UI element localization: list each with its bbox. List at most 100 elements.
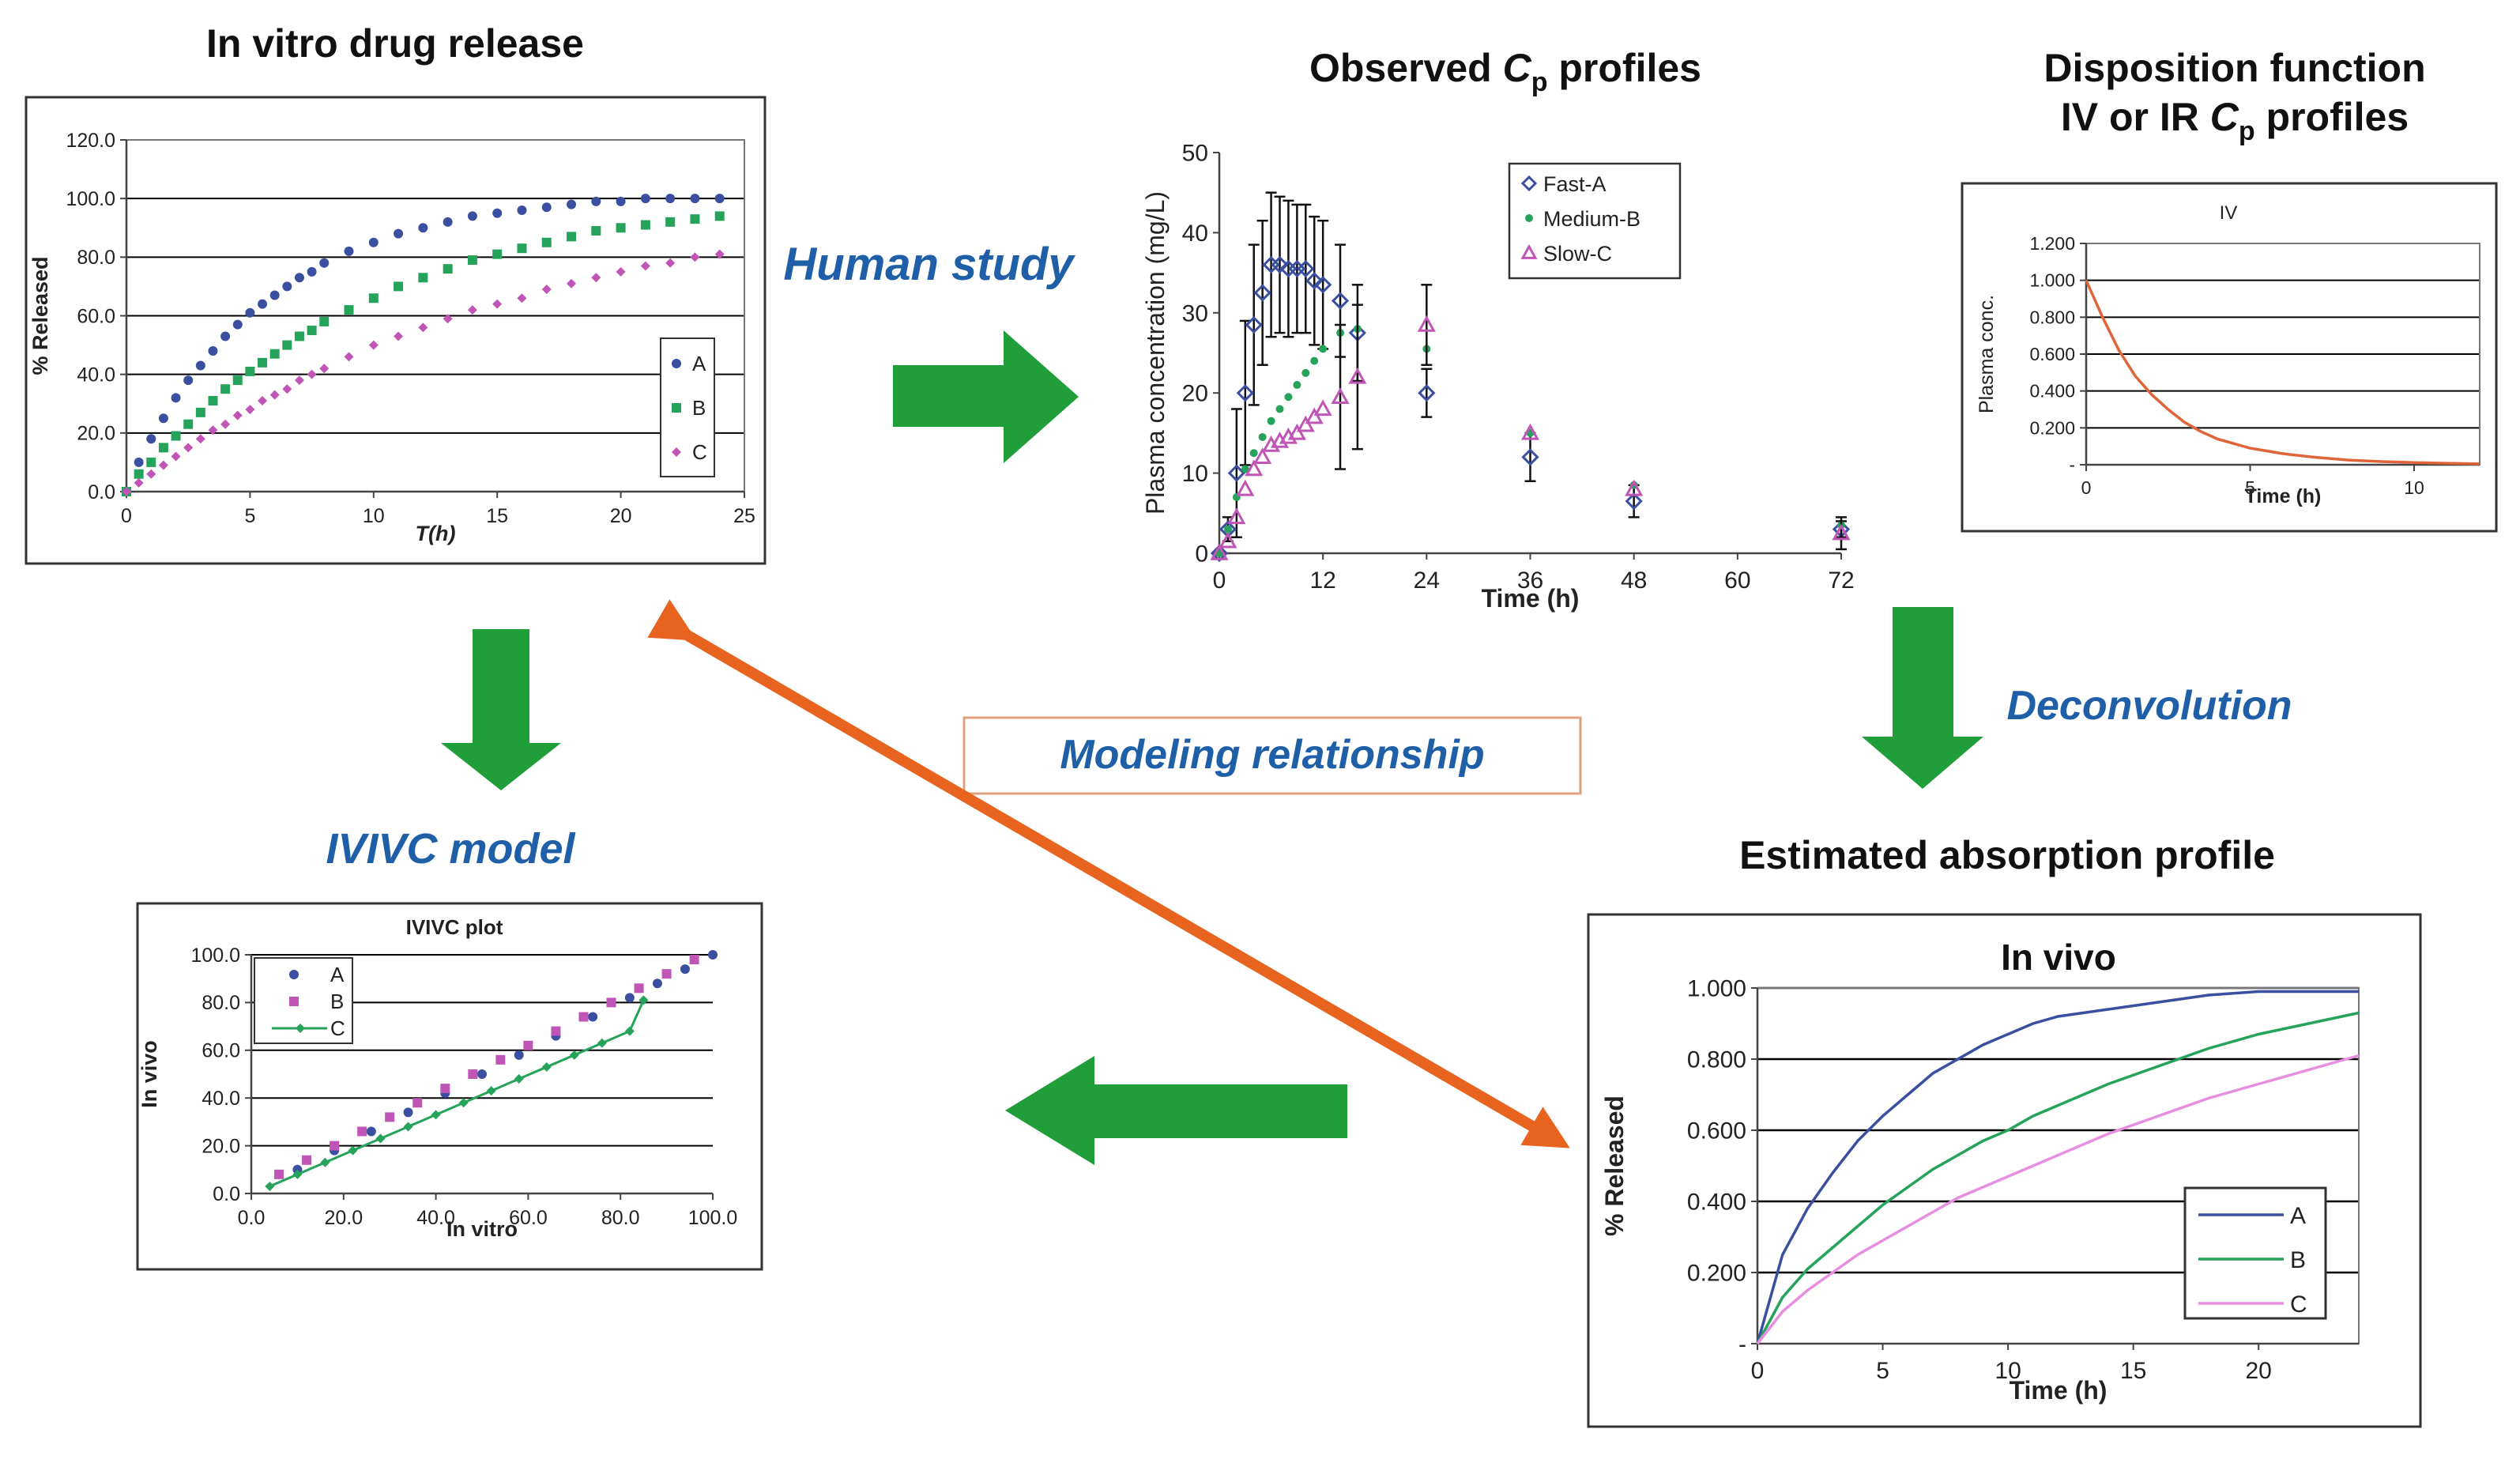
invitro-point-C: [368, 340, 379, 350]
ivivc-point-C: [375, 1133, 386, 1144]
observed-x-tick-label: 72: [1828, 567, 1854, 594]
absorption-y-tick-label: -: [1738, 1332, 1746, 1358]
observed-point-Medium-B: [1223, 525, 1232, 534]
invitro-point-C: [319, 364, 330, 374]
invitro-title: In vitro drug release: [206, 21, 584, 66]
observed-point-Slow-C: [1305, 407, 1324, 424]
invitro-point-A: [443, 217, 453, 227]
modeling-label: Modeling relationship: [1060, 732, 1484, 778]
invitro-point-A: [690, 194, 700, 204]
arrow-right-green: [893, 330, 1079, 463]
invitro-y-axis-label: % Released: [28, 256, 52, 375]
invitro-point-A: [282, 281, 292, 292]
absorption-legend-label-B: B: [2290, 1247, 2306, 1273]
invitro-point-C: [232, 410, 243, 420]
observed-point-Fast-A: [1331, 292, 1350, 310]
invitro-point-B: [418, 273, 428, 283]
absorption-curve-B: [1756, 1011, 2360, 1344]
observed-point-Slow-C: [1253, 447, 1272, 465]
absorption-y-axis-label: % Released: [1600, 1095, 1629, 1236]
ivivc-point-C: [431, 1110, 441, 1120]
observed-title-post: profiles: [1547, 46, 1701, 90]
observed-point-Fast-A: [1271, 255, 1289, 274]
invitro-y-tick-label: 0.0: [88, 481, 115, 503]
observed-point-Fast-A: [1245, 315, 1263, 334]
observed-point-Slow-C: [1520, 423, 1540, 440]
observed-legend-marker-Slow-C: [1520, 243, 1538, 259]
invitro-point-C: [122, 487, 131, 496]
disposition-y-axis-label: Plasma conc.: [1976, 295, 1998, 413]
invitro-point-A: [541, 202, 552, 213]
ivivc-point-A: [652, 978, 662, 989]
ivivc-point-B: [634, 983, 644, 994]
ivivc-point-C: [514, 1074, 524, 1084]
ivivc-point-A: [477, 1069, 487, 1079]
observed-point-Medium-B: [1258, 432, 1267, 441]
observed-point-Slow-C: [1227, 507, 1246, 525]
invitro-point-A: [269, 290, 280, 300]
observed-point-Slow-C: [1348, 367, 1367, 384]
ivivc-point-B: [661, 969, 672, 979]
absorption-x-tick-label: 5: [1876, 1358, 1889, 1384]
invitro-point-B: [171, 431, 181, 441]
observed-x-tick-label: 24: [1414, 567, 1440, 594]
ivivc-legend-label-B: B: [330, 990, 344, 1013]
observed-y-tick-label: 20: [1182, 381, 1208, 407]
observed-point-Medium-B: [1301, 368, 1310, 377]
invitro-point-B: [282, 340, 292, 350]
invitro-point-A: [418, 223, 428, 233]
invitro-point-C: [183, 443, 194, 453]
invitro-point-A: [394, 228, 404, 239]
invitro-y-tick-label: 60.0: [77, 305, 115, 327]
invitro-point-A: [183, 375, 194, 386]
ivivc-point-A: [403, 1107, 413, 1118]
invitro-point-C: [665, 258, 676, 268]
invitro-point-A: [220, 331, 231, 341]
invitro-point-A: [195, 360, 205, 371]
observed-chart: 0 10 20 30 40 50 0 12 24 36 48 60 72 Time (h) Plasma c…: [1141, 141, 1855, 613]
observed-title-pre: Observed: [1309, 46, 1503, 90]
absorption-legend-label-A: A: [2290, 1203, 2306, 1229]
invitro-x-tick-label: 20: [610, 505, 632, 527]
observed-point-Slow-C: [1296, 415, 1315, 432]
ivivc-point-A: [292, 1164, 303, 1175]
invitro-point-B: [183, 419, 194, 429]
ivivc-legend-marker-B: [289, 997, 299, 1006]
observed-point-Slow-C: [1331, 387, 1350, 404]
observed-point-Slow-C: [1313, 399, 1332, 417]
observed-legend: [1508, 162, 1682, 280]
ivivc-point-B: [385, 1112, 395, 1122]
disposition-y-tick-label: 0.400: [2029, 381, 2075, 402]
ivivc-point-A: [514, 1050, 524, 1060]
ivivc-legend-label-C: C: [330, 1016, 345, 1040]
invitro-point-A: [665, 194, 676, 204]
ivivc-point-A: [624, 993, 635, 1003]
invitro-point-C: [208, 425, 218, 436]
arrow-down-left-green: [441, 629, 561, 790]
invitro-point-A: [208, 346, 218, 356]
invitro-point-B: [220, 384, 231, 394]
ivivc-y-tick-label: 40.0: [202, 1088, 240, 1110]
ivivc-legend-marker-A: [289, 970, 299, 979]
absorption-x-axis-label: Time (h): [2010, 1376, 2108, 1405]
ivivc-y-tick-label: 20.0: [202, 1135, 240, 1157]
invitro-point-A: [258, 299, 268, 309]
invitro-point-C: [541, 285, 552, 295]
observed-point-Medium-B: [1267, 417, 1275, 425]
invitro-point-B: [258, 357, 268, 368]
ivivc-point-C: [624, 1026, 635, 1036]
absorption-x-tick-label: 0: [1751, 1358, 1765, 1384]
invitro-y-tick-label: 100.0: [66, 188, 115, 210]
ivivc-y-tick-label: 60.0: [202, 1040, 240, 1062]
invitro-point-C: [294, 375, 304, 386]
ivivc-point-B: [412, 1098, 423, 1108]
invitro-point-A: [232, 319, 243, 330]
disposition-title-line2: IV or IR Cp profiles: [2061, 95, 2409, 146]
ivivc-point-C: [348, 1145, 358, 1156]
ivivc-point-A: [708, 950, 718, 960]
ivivc-x-axis-label: In vitro: [446, 1217, 518, 1241]
ivivc-point-C: [320, 1157, 330, 1167]
arrow-left-green: [1005, 1056, 1347, 1165]
ivivc-point-B: [606, 997, 616, 1008]
invitro-y-tick-label: 120.0: [66, 130, 115, 152]
